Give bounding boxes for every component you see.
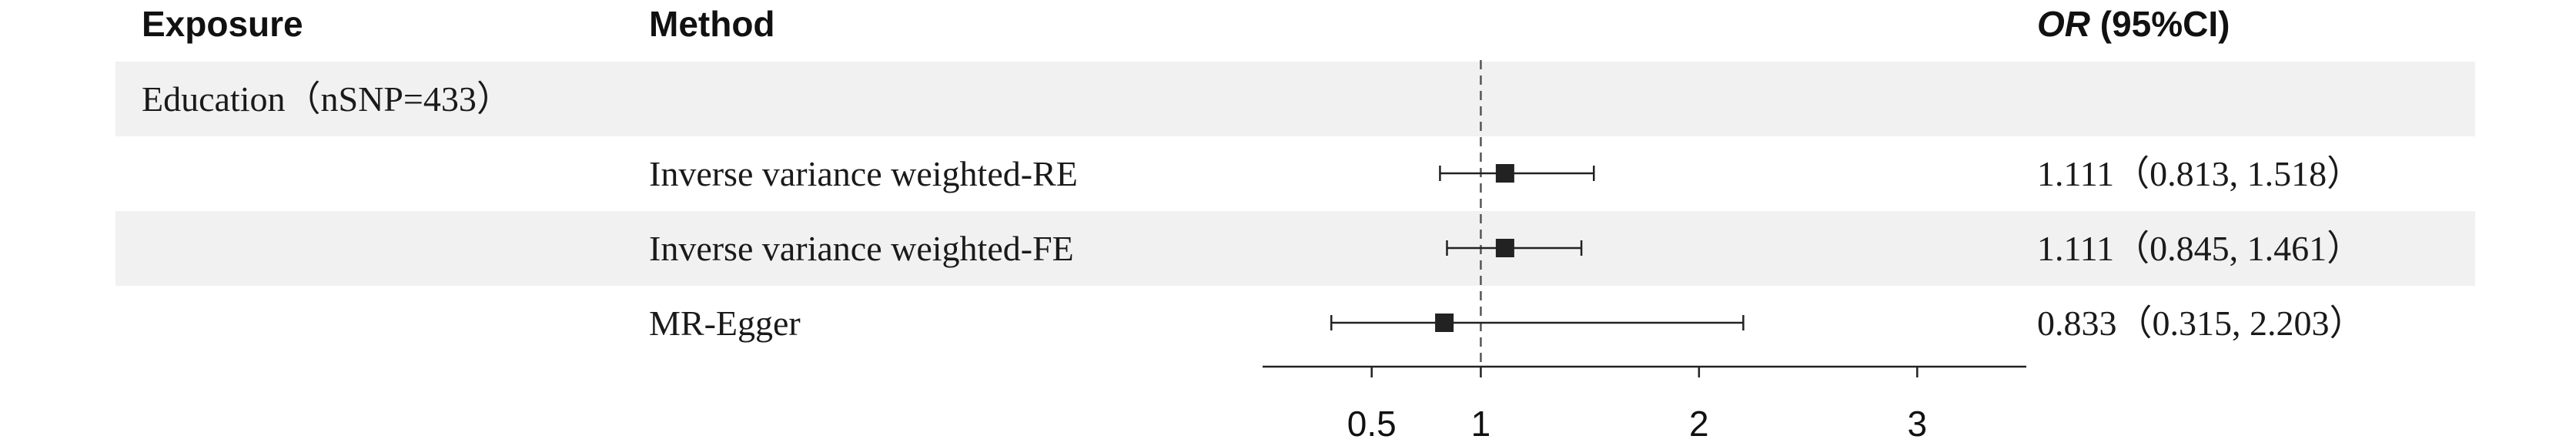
row-band-exposure: [115, 62, 2475, 136]
or-ci-value: 0.833（0.315, 2.203）: [2037, 303, 2365, 343]
point-estimate-marker: [1495, 239, 1514, 257]
method-label: Inverse variance weighted-FE: [649, 229, 1074, 268]
x-tick-label: 2: [1689, 404, 1709, 444]
header-method: Method: [649, 4, 775, 44]
row-band-2: [115, 211, 2475, 286]
x-tick-label: 3: [1907, 404, 1927, 444]
x-tick-label: 0.5: [1347, 404, 1397, 444]
exposure-label: Education（nSNP=433）: [142, 79, 512, 119]
point-estimate-marker: [1495, 164, 1514, 183]
point-estimate-marker: [1435, 314, 1454, 332]
header-or-ci: OR (95%CI): [2037, 0, 2230, 48]
header-or-rest: (95%CI): [2090, 4, 2230, 44]
or-ci-value: 1.111（0.845, 1.461）: [2037, 229, 2363, 268]
header-exposure: Exposure: [142, 4, 303, 44]
header-or-italic: OR: [2037, 4, 2090, 44]
x-tick-label: 1: [1471, 404, 1491, 444]
method-label: Inverse variance weighted-RE: [649, 154, 1078, 193]
method-label: MR-Egger: [649, 303, 801, 343]
or-ci-value: 1.111（0.813, 1.518）: [2037, 154, 2363, 193]
